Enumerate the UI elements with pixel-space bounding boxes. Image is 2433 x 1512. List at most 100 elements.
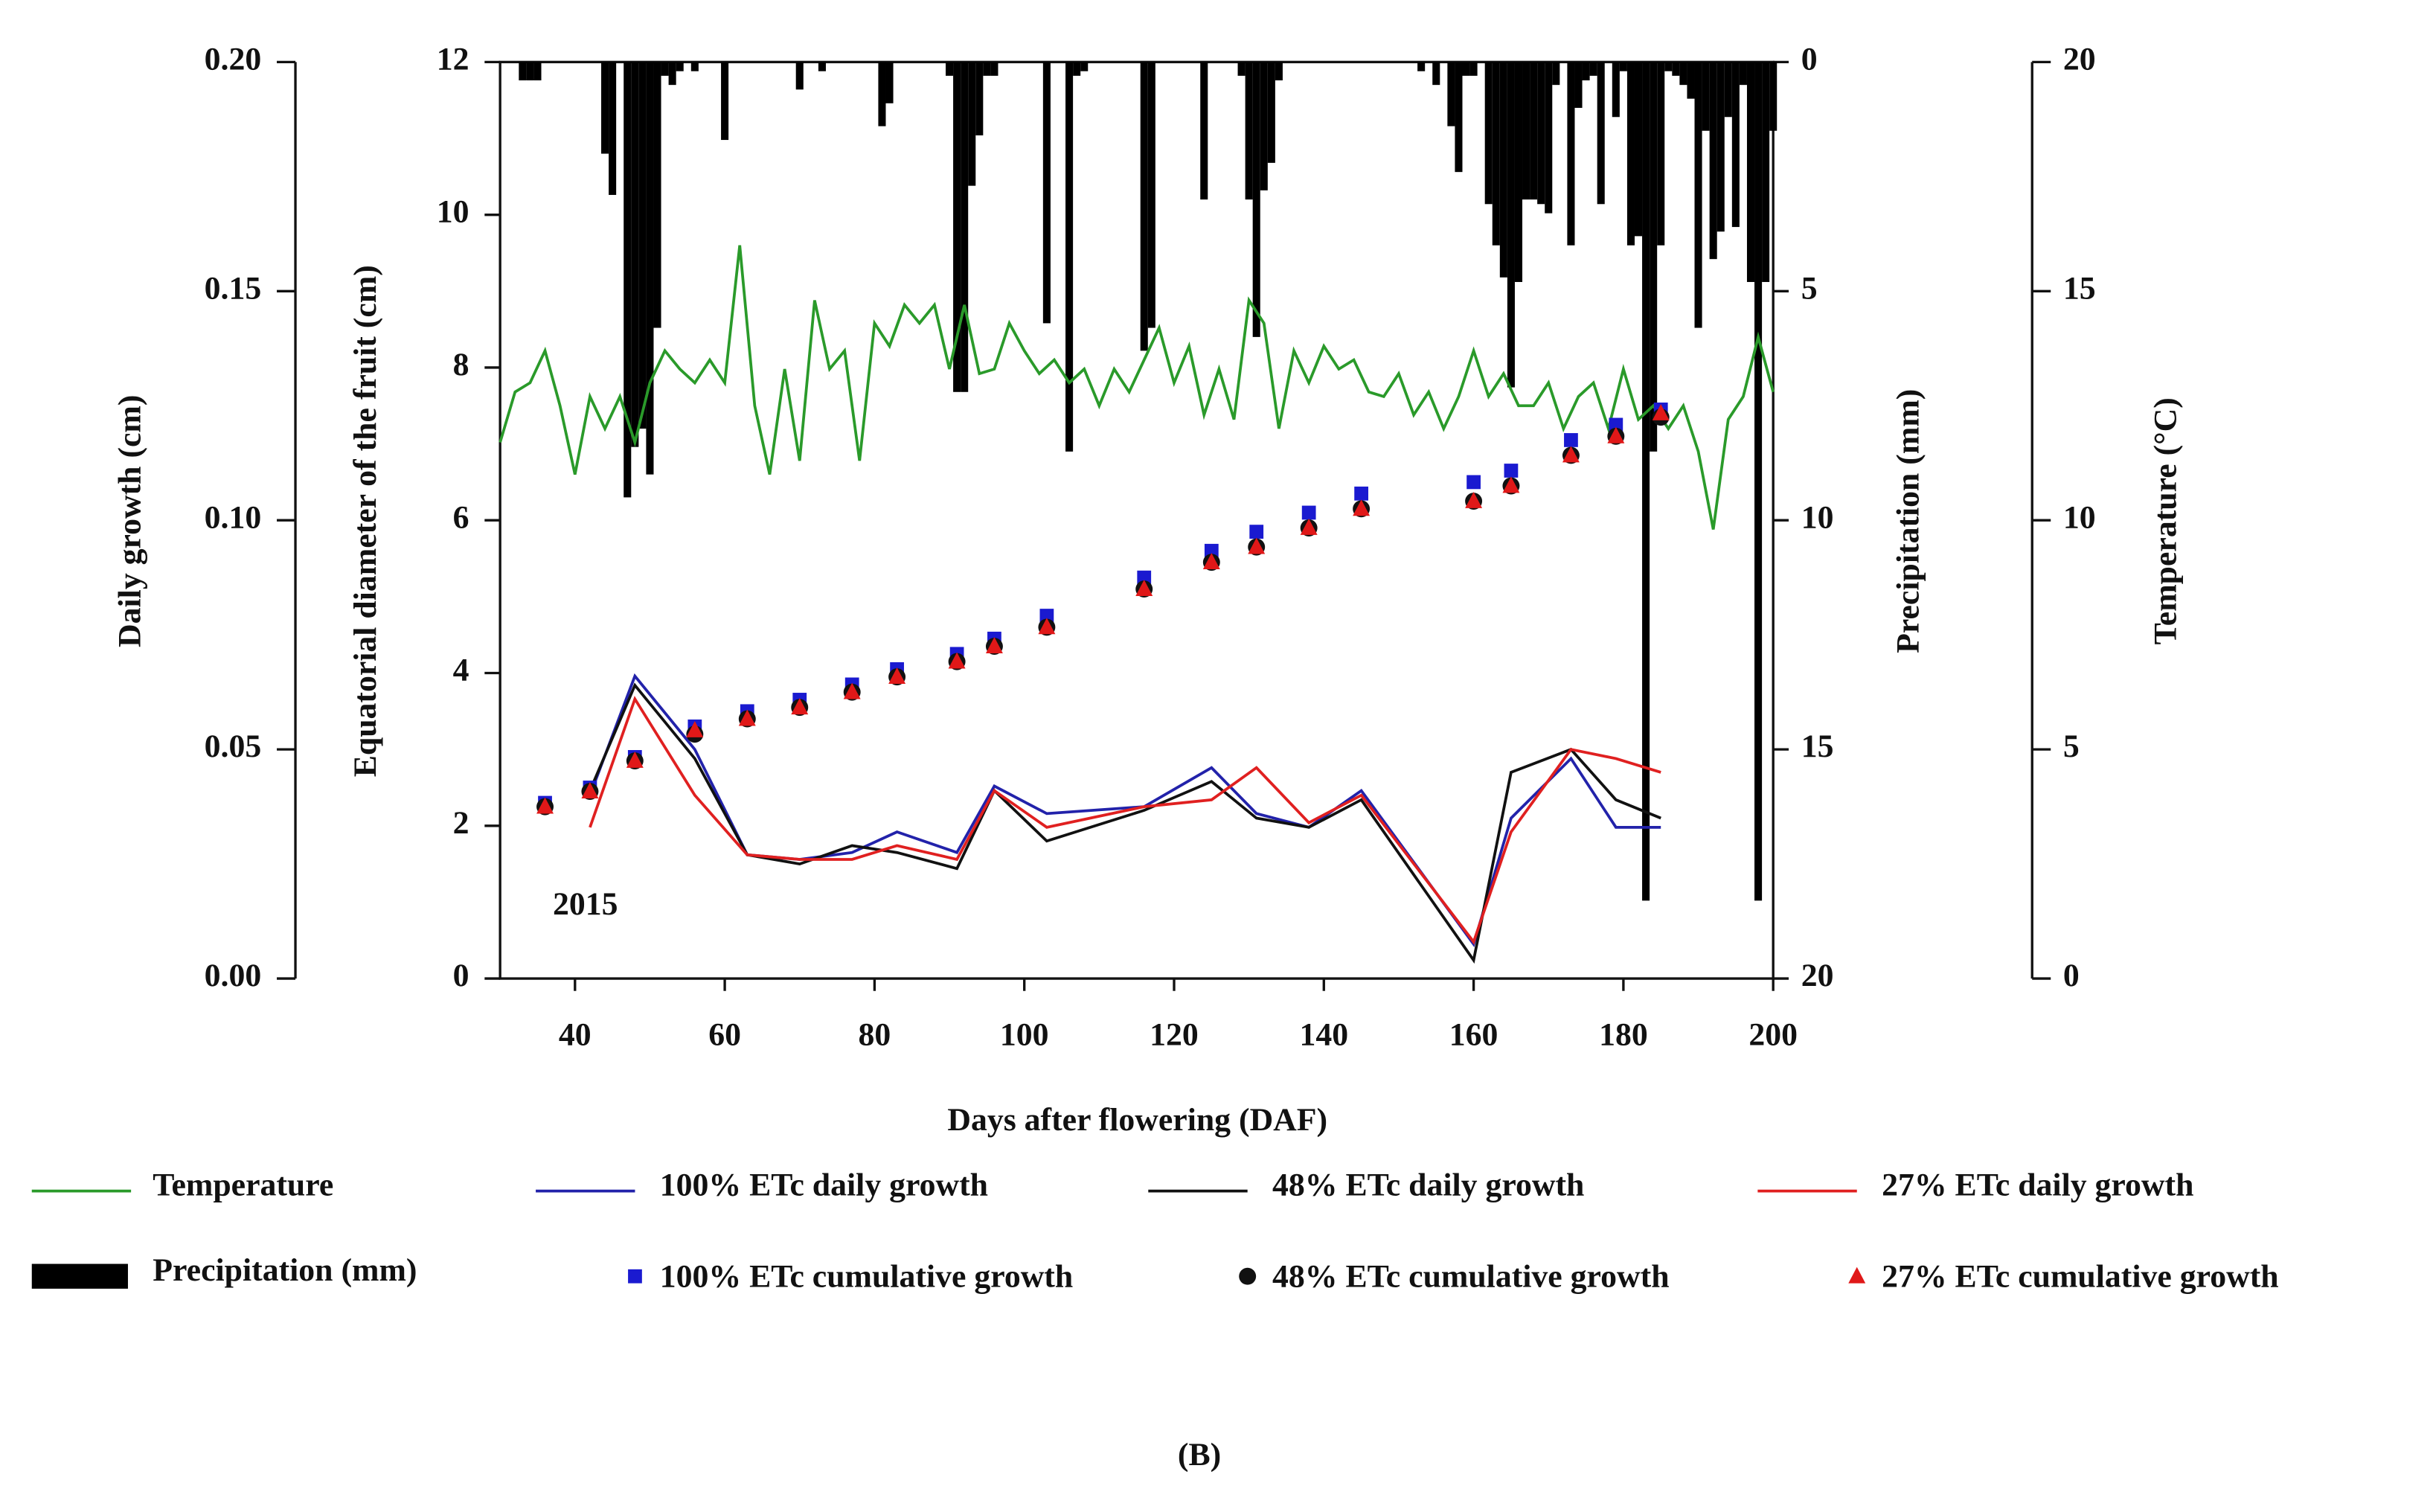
point xyxy=(581,782,599,798)
precip-bar xyxy=(661,62,669,76)
precip-bar xyxy=(1650,62,1658,452)
y3-tick-label: 10 xyxy=(1801,499,1834,535)
x-tick-label: 40 xyxy=(559,1016,592,1052)
precip-bar xyxy=(1746,62,1755,282)
precip-bar xyxy=(795,62,804,90)
precip-bar xyxy=(1626,62,1635,246)
y-tick-label: 12 xyxy=(437,41,469,77)
precip-bar xyxy=(1694,62,1702,328)
series-line xyxy=(589,696,1661,945)
precip-bar xyxy=(1679,62,1687,86)
precip-bar xyxy=(1709,62,1717,260)
point xyxy=(1564,433,1578,447)
y-tick-label: 0 xyxy=(453,958,469,993)
legend-label: Precipitation (mm) xyxy=(153,1252,417,1288)
legend-label: 27% ETc cumulative growth xyxy=(1882,1258,2279,1294)
point xyxy=(1502,476,1520,493)
point xyxy=(1249,525,1264,539)
point xyxy=(843,682,861,699)
annotation: 2015 xyxy=(553,886,618,922)
precip-bar xyxy=(1567,62,1575,246)
point xyxy=(1609,417,1623,432)
precip-bar xyxy=(1492,62,1500,246)
y2-tick-label: 0.15 xyxy=(205,270,262,306)
point xyxy=(1354,486,1368,501)
y2-axis-title: Daily growth (cm) xyxy=(112,395,147,647)
precip-bar xyxy=(1769,62,1778,131)
y-tick-label: 6 xyxy=(453,499,469,535)
precip-bar xyxy=(646,62,654,475)
precip-bar xyxy=(1455,62,1463,173)
y3-axis-title: Precipitation (mm) xyxy=(1891,389,1926,653)
precip-bar xyxy=(885,62,894,103)
y2-tick-label: 0.20 xyxy=(205,41,262,77)
y2-tick-label: 0.05 xyxy=(205,728,262,764)
legend-swatch xyxy=(1239,1267,1257,1285)
precip-bar xyxy=(533,62,542,80)
y3-tick-label: 15 xyxy=(1801,728,1834,764)
precip-bar xyxy=(1664,62,1673,71)
precip-bar xyxy=(676,62,684,71)
x-axis-title: Days after flowering (DAF) xyxy=(947,1102,1327,1138)
legend-label: 48% ETc daily growth xyxy=(1272,1167,1584,1202)
precip-bar xyxy=(1260,62,1268,190)
point xyxy=(1248,537,1266,554)
point xyxy=(1652,404,1670,420)
precip-bar xyxy=(1417,62,1426,71)
plot-frame xyxy=(499,60,1775,980)
point xyxy=(1300,518,1318,535)
precip-bar xyxy=(1642,62,1650,901)
precip-bar xyxy=(638,62,647,429)
y3-tick-label: 20 xyxy=(1801,958,1834,993)
precip-bar xyxy=(1147,62,1155,328)
precip-bar xyxy=(653,62,661,328)
point xyxy=(791,698,809,715)
precip-bar xyxy=(690,62,699,71)
precip-bar xyxy=(721,62,729,141)
precip-bar xyxy=(526,62,534,80)
precip-bar xyxy=(1574,62,1583,108)
y-tick-label: 2 xyxy=(453,805,469,841)
precip-bar xyxy=(1724,62,1732,118)
precip-bar xyxy=(1484,62,1493,205)
point xyxy=(1038,618,1056,635)
x-tick-label: 60 xyxy=(708,1016,741,1052)
y4-tick-label: 5 xyxy=(2063,728,2080,764)
precip-bar xyxy=(1702,62,1710,131)
precip-bar xyxy=(818,62,826,71)
precip-bar xyxy=(1507,62,1515,388)
y4-axis-title: Temperature (°C) xyxy=(2148,397,2184,644)
y4-tick-label: 20 xyxy=(2063,41,2096,77)
precip-bar xyxy=(1237,62,1246,76)
point xyxy=(1504,464,1519,478)
precip-bar xyxy=(609,62,617,195)
precip-bar xyxy=(1545,62,1553,214)
precip-bar xyxy=(1042,62,1051,324)
precip-bar xyxy=(1469,62,1478,76)
point xyxy=(1204,543,1219,558)
precip-bar xyxy=(1447,62,1455,126)
y4-tick-label: 0 xyxy=(2063,958,2080,993)
precip-bar xyxy=(975,62,984,135)
precip-bar xyxy=(1582,62,1590,80)
precip-bar xyxy=(1522,62,1530,200)
precip-bar xyxy=(1252,62,1260,337)
x-tick-label: 160 xyxy=(1449,1016,1498,1052)
y-axis-title: Equatorial diameter of the fruit (cm) xyxy=(347,265,383,777)
precip-bar xyxy=(1537,62,1545,205)
point xyxy=(738,709,756,726)
precip-bar xyxy=(668,62,676,86)
series-line xyxy=(499,245,1775,530)
point xyxy=(1137,570,1152,585)
point xyxy=(1301,505,1316,520)
precip-bar xyxy=(1739,62,1747,86)
point xyxy=(686,720,704,737)
x-tick-label: 80 xyxy=(859,1016,891,1052)
point xyxy=(1039,609,1054,623)
y4-tick-label: 10 xyxy=(2063,499,2096,535)
legend-label: 100% ETc daily growth xyxy=(660,1167,988,1202)
x-tick-label: 100 xyxy=(1000,1016,1049,1052)
precip-bar xyxy=(1762,62,1770,282)
